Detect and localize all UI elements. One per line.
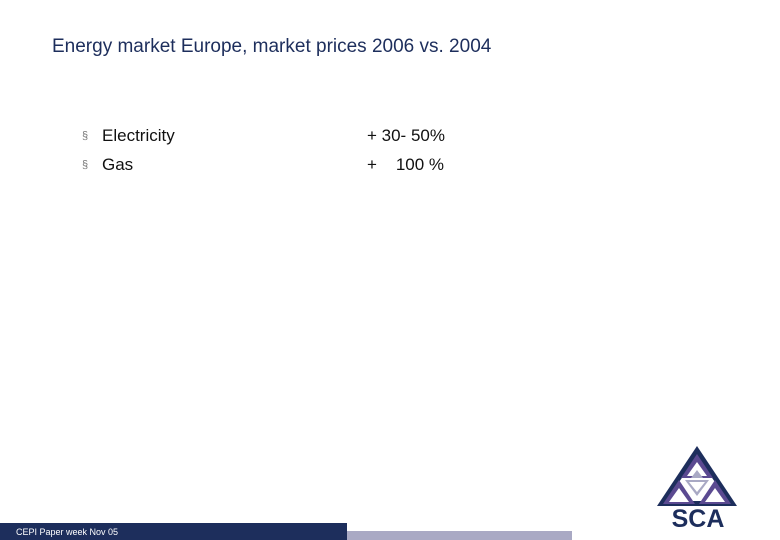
bullet-icon: § — [82, 130, 89, 142]
bullet-item-electricity: § Electricity — [82, 126, 175, 146]
item-value-electricity: + 30- 50% — [367, 126, 445, 145]
bullet-icon: § — [82, 159, 89, 171]
slide-title: Energy market Europe, market prices 2006… — [52, 36, 492, 57]
item-value-gas: + 100 % — [367, 155, 445, 174]
footer-accent-bar — [347, 531, 572, 540]
item-label: Electricity — [102, 126, 175, 145]
item-label: Gas — [102, 155, 134, 174]
sca-logo-icon — [657, 446, 737, 506]
bullet-item-gas: § Gas — [82, 155, 133, 175]
sca-logo-text: SCA — [671, 505, 725, 533]
footer-bar — [0, 523, 347, 540]
footer-text: CEPI Paper week Nov 05 — [16, 527, 119, 537]
